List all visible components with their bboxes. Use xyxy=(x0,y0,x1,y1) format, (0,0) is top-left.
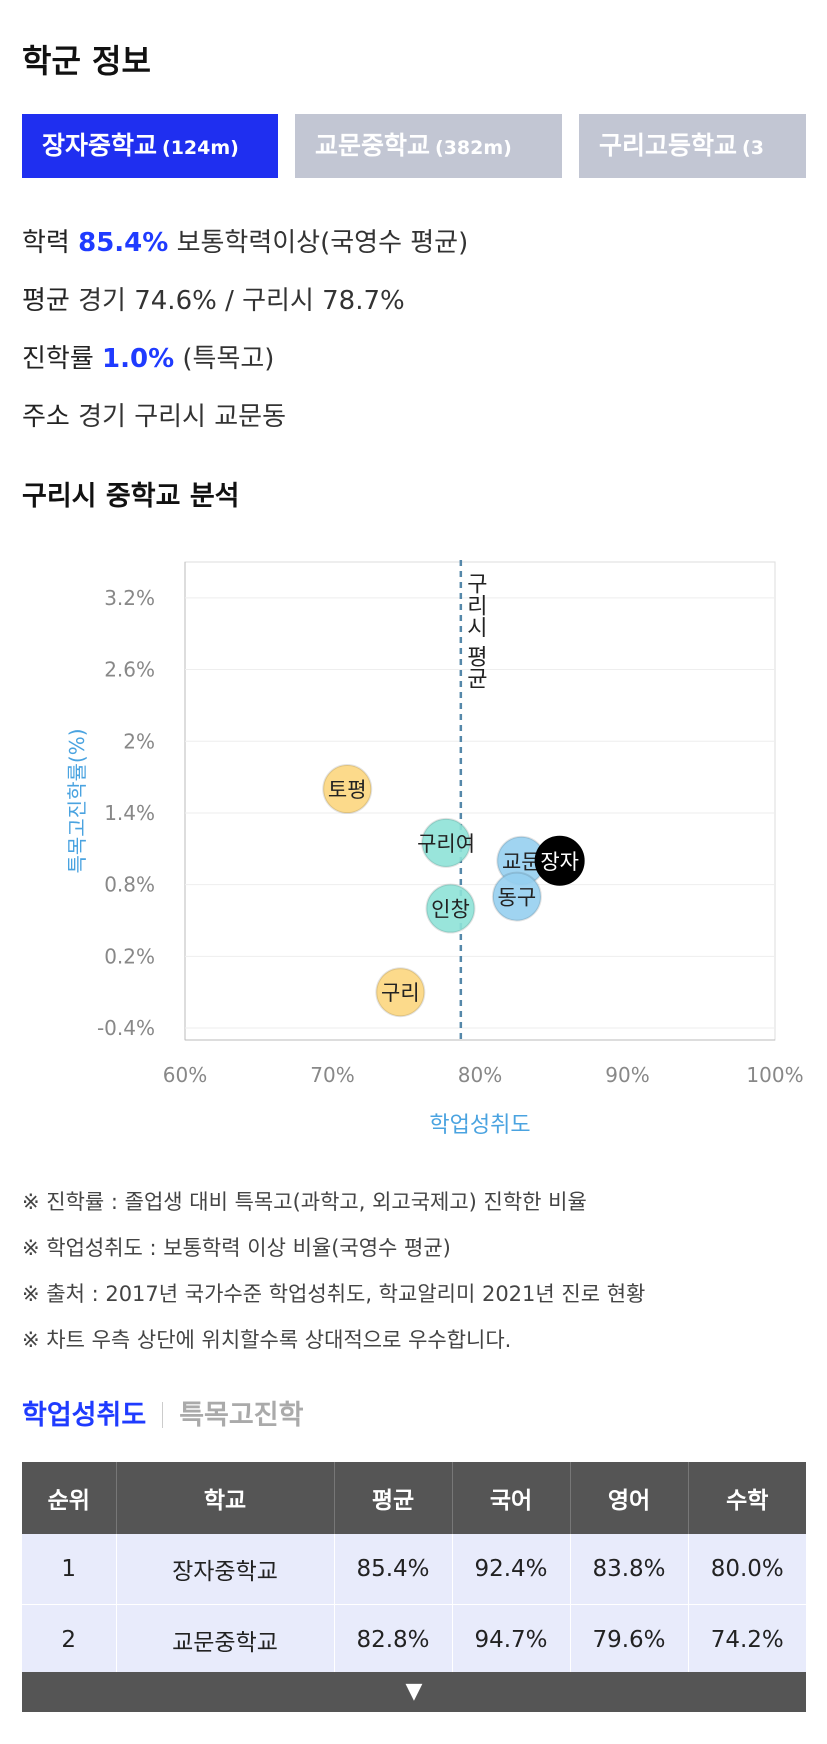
col-school: 학교 xyxy=(116,1462,335,1534)
cell-rank: 1 xyxy=(22,1534,117,1605)
x-axis-title: 학업성취도 xyxy=(429,1113,530,1138)
reference-line-label: 구리시 평균 xyxy=(462,572,487,689)
table-row: 1 장자중학교 85.4% 92.4% 83.8% 80.0% xyxy=(22,1534,806,1605)
info-label: 진학률 xyxy=(22,344,94,374)
tab-guri-high[interactable]: 구리고등학교 (3 xyxy=(579,114,806,178)
data-point-label: 동구 xyxy=(498,886,537,910)
ranking-table: 순위 학교 평균 국어 영어 수학 1 장자중학교 85.4% 92.4% 83… xyxy=(22,1462,806,1676)
cell-korean: 94.7% xyxy=(452,1604,571,1676)
cell-average: 85.4% xyxy=(334,1534,453,1605)
tab-jangja-middle[interactable]: 장자중학교 (124m) xyxy=(22,114,278,178)
y-tick-label: 0.8% xyxy=(104,873,155,897)
note-hint: ※ 차트 우측 상단에 위치할수록 상대적으로 우수합니다. xyxy=(22,1328,512,1352)
cell-english: 83.8% xyxy=(570,1534,689,1605)
data-point-label: 인창 xyxy=(431,898,470,922)
y-tick-label: 3.2% xyxy=(104,586,155,610)
academic-desc: 보통학력이상(국영수 평균) xyxy=(176,228,469,258)
plot-area xyxy=(184,561,776,1041)
col-math: 수학 xyxy=(688,1462,806,1534)
table-row: 2 교문중학교 82.8% 94.7% 79.6% 74.2% xyxy=(22,1604,806,1676)
info-average: 평균 경기 74.6% / 구리시 78.7% xyxy=(22,280,405,317)
data-point-인창 xyxy=(425,883,476,934)
cell-rank: 2 xyxy=(22,1604,117,1676)
advance-desc: (특목고) xyxy=(182,344,275,374)
x-tick-label: 70% xyxy=(310,1063,354,1087)
info-address: 주소 경기 구리시 교문동 xyxy=(22,396,286,433)
data-point-장자 xyxy=(534,835,585,886)
tab-label: 교문중학교 xyxy=(315,131,431,160)
y-tick-label: 2% xyxy=(123,729,155,753)
school-tabs: 장자중학교 (124m) 교문중학교 (382m) 구리고등학교 (3 xyxy=(22,114,806,178)
note-source: ※ 출처 : 2017년 국가수준 학업성취도, 학교알리미 2021년 진로 … xyxy=(22,1282,646,1306)
y-axis-title: 특목고진학률(%) xyxy=(65,728,89,873)
page-title: 학군 정보 xyxy=(22,42,151,80)
note-academic: ※ 학업성취도 : 보통학력 이상 비율(국영수 평균) xyxy=(22,1236,451,1260)
tab-label: 구리고등학교 xyxy=(599,131,738,160)
scatter-chart: -0.4% 0.2% 0.8% 1.4% 2% 2.6% 3.2% 60% 70% 80% 90% 1… xyxy=(65,560,804,1138)
data-point-label: 교문 xyxy=(502,850,541,874)
data-point-구리 xyxy=(375,967,426,1018)
info-academic: 학력 85.4% 보통학력이상(국영수 평균) xyxy=(22,222,468,259)
x-tick-label: 60% xyxy=(163,1063,207,1087)
x-tick-label: 80% xyxy=(458,1063,502,1087)
y-tick-label: 2.6% xyxy=(104,658,155,682)
cell-korean: 92.4% xyxy=(452,1534,571,1605)
tab-label: 장자중학교 xyxy=(42,131,158,160)
col-english: 영어 xyxy=(570,1462,689,1534)
tab-divider xyxy=(162,1402,164,1428)
tab-distance: (124m) xyxy=(162,137,239,159)
expand-table-button[interactable]: ▼ xyxy=(22,1672,806,1712)
average-text: 경기 74.6% / 구리시 78.7% xyxy=(78,286,405,316)
data-point-label: 구리여 xyxy=(417,832,475,856)
triangle-down-icon: ▼ xyxy=(405,1679,423,1704)
cell-math: 74.2% xyxy=(688,1604,806,1676)
col-rank: 순위 xyxy=(22,1462,117,1534)
chart-section-title: 구리시 중학교 분석 xyxy=(22,481,240,512)
data-point-label: 토평 xyxy=(328,778,367,802)
cell-school: 교문중학교 xyxy=(116,1604,335,1676)
advance-value: 1.0% xyxy=(102,344,175,374)
data-point-구리여 xyxy=(421,817,472,868)
tab-gyomun-middle[interactable]: 교문중학교 (382m) xyxy=(295,114,562,178)
col-korean: 국어 xyxy=(452,1462,571,1534)
info-label: 학력 xyxy=(22,228,70,258)
tab-distance: (3 xyxy=(742,137,764,159)
y-tick-label: -0.4% xyxy=(97,1016,155,1040)
cell-average: 82.8% xyxy=(334,1604,453,1676)
y-tick-label: 1.4% xyxy=(104,801,155,825)
tab-academic[interactable]: 학업성취도 xyxy=(22,1400,147,1431)
tab-special-high[interactable]: 특목고진학 xyxy=(179,1400,304,1431)
data-point-label: 구리 xyxy=(381,981,420,1005)
col-average: 평균 xyxy=(334,1462,453,1534)
tab-distance: (382m) xyxy=(435,137,512,159)
data-point-label: 장자 xyxy=(540,850,579,874)
cell-english: 79.6% xyxy=(570,1604,689,1676)
x-tick-label: 100% xyxy=(746,1063,803,1087)
x-tick-label: 90% xyxy=(605,1063,649,1087)
info-label: 주소 xyxy=(22,402,70,432)
cell-school: 장자중학교 xyxy=(116,1534,335,1605)
note-advance: ※ 진학률 : 졸업생 대비 특목고(과학고, 외고국제고) 진학한 비율 xyxy=(22,1190,587,1214)
ranking-tabs: 학업성취도 특목고진학 xyxy=(22,1393,303,1432)
y-tick-label: 0.2% xyxy=(104,944,155,968)
info-advance: 진학률 1.0% (특목고) xyxy=(22,338,274,375)
info-label: 평균 xyxy=(22,286,70,316)
cell-math: 80.0% xyxy=(688,1534,806,1605)
academic-value: 85.4% xyxy=(78,228,169,258)
address-text: 경기 구리시 교문동 xyxy=(78,402,286,432)
data-point-토평 xyxy=(322,764,373,815)
table-header-row: 순위 학교 평균 국어 영어 수학 xyxy=(22,1462,806,1534)
data-point-동구 xyxy=(491,871,542,922)
